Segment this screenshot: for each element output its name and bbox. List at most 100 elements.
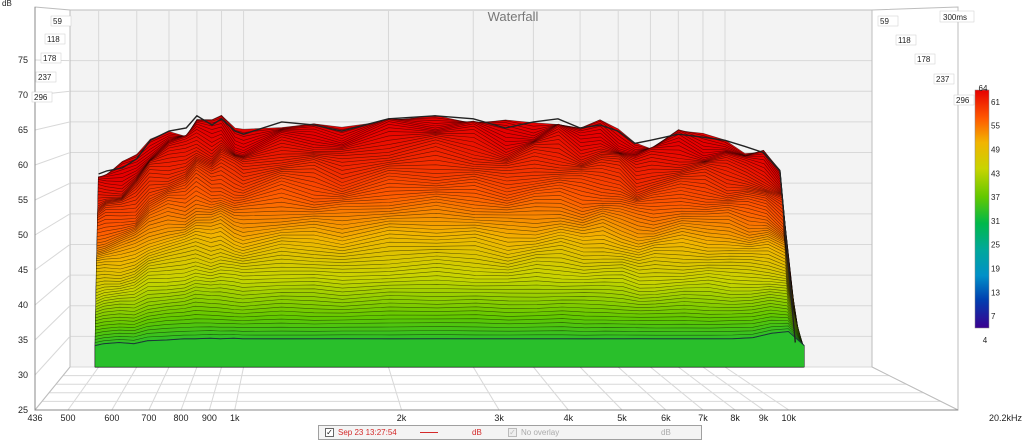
front-slice-line [94, 330, 805, 347]
floor-gridline [208, 366, 223, 411]
x-tick-label: 7k [698, 413, 708, 423]
measurement-checkbox[interactable]: ✓ [325, 427, 334, 437]
floor-gridline [67, 366, 100, 411]
colorbar-tick-label: 4 [983, 336, 988, 345]
colorbar-gradient [974, 89, 990, 329]
time-label-right: 296 [956, 96, 970, 105]
side-gridline [34, 274, 71, 306]
x-tick-label: 6k [661, 413, 671, 423]
y-tick-label: 50 [18, 230, 28, 240]
time-label-left: 59 [53, 17, 62, 26]
colorbar-tick-label: 64 [979, 84, 988, 93]
colorbar-tick-label: 43 [991, 169, 1000, 178]
floor-gridline [724, 366, 790, 411]
measurement-units: dB [472, 428, 482, 437]
time-label-box [40, 52, 62, 64]
side-gridline [34, 305, 71, 341]
side-gridline [34, 121, 71, 131]
time-label-box [877, 15, 899, 27]
x-tick-label: 5k [617, 413, 627, 423]
x-tick-label: 600 [104, 413, 119, 423]
side-gridline [34, 182, 71, 201]
x-tick-label: 8k [730, 413, 740, 423]
y-tick-label: 70 [18, 90, 28, 100]
time-label-box [953, 94, 975, 106]
time-max-label: 300ms [943, 13, 967, 22]
time-label-box [50, 15, 72, 27]
chart-labels: Waterfall dB 25 30 35 40 45 50 55 60 65 70 75 436 500 6… [2, 0, 1022, 423]
floor-gridline [533, 366, 569, 411]
overlay-checkbox[interactable]: ✓ [508, 427, 517, 437]
time-label-left: 118 [47, 35, 60, 44]
time-label-right: 178 [917, 55, 931, 64]
y-axis-label: dB [2, 0, 12, 8]
x-tick-label: 900 [202, 413, 217, 423]
y-tick-label: 55 [18, 195, 28, 205]
time-label-left: 237 [38, 73, 52, 82]
side-gridline [34, 336, 71, 376]
y-tick-label: 40 [18, 300, 28, 310]
back-slice-line [98, 114, 796, 343]
waterfall-surface [94, 114, 805, 368]
y-tick-label: 25 [18, 405, 28, 415]
colorbar-tick-label: 7 [991, 312, 996, 321]
y-tick-label: 65 [18, 125, 28, 135]
overlay-label: No overlay [521, 428, 560, 437]
y-tick-label: 75 [18, 55, 28, 65]
floor-gridline [472, 366, 500, 411]
floor-gridline [111, 366, 138, 411]
x-tick-label: 4k [564, 413, 574, 423]
time-max-box [939, 10, 975, 23]
y-tick-label: 45 [18, 265, 28, 275]
left-wall [34, 6, 71, 412]
floor-gridline [617, 366, 667, 411]
floor-gridline [678, 366, 736, 411]
time-label-box [895, 34, 917, 46]
legend-bar: ✓ Sep 23 13:27:54 dB ✓ No overlay dB [318, 425, 702, 440]
x-tick-label: 9k [759, 413, 769, 423]
x-tick-label: 800 [174, 413, 189, 423]
overlay-units: dB [661, 428, 671, 437]
x-tick-label: 20.2kHz [989, 413, 1023, 423]
side-gridline [34, 152, 71, 166]
y-tick-label: 60 [18, 160, 28, 170]
time-label-left: 296 [34, 93, 48, 102]
colorbar-tick-label: 55 [991, 122, 1000, 131]
colorbar-tick-label: 25 [991, 241, 1000, 250]
colorbar-tick-label: 61 [991, 98, 1000, 107]
floor-gridline [388, 366, 403, 411]
x-tick-label: 436 [27, 413, 42, 423]
floor-gridline [650, 366, 704, 411]
floor-gridline [180, 366, 198, 411]
floor-gridline [234, 366, 245, 411]
colorbar-tick-label: 37 [991, 193, 1000, 202]
time-label-right: 59 [880, 17, 889, 26]
colorbar-tick-label: 31 [991, 217, 1000, 226]
x-tick-label: 700 [141, 413, 156, 423]
y-tick-label: 35 [18, 335, 28, 345]
floor-gridline [702, 366, 764, 411]
floor-gridline [579, 366, 623, 411]
time-label-box [933, 73, 955, 85]
time-label-box [44, 33, 66, 45]
colorbar-tick-label: 13 [991, 288, 1000, 297]
x-tick-label: 10k [782, 413, 797, 423]
colorbar-tick-label: 19 [991, 265, 1000, 274]
x-tick-label: 3k [494, 413, 504, 423]
floor-gridline [148, 366, 170, 411]
x-tick-label: 500 [60, 413, 75, 423]
side-gridline [34, 244, 71, 271]
time-label-box [31, 91, 53, 103]
x-tick-label: 2k [397, 413, 407, 423]
measurement-line-swatch [420, 432, 438, 433]
time-label-left: 178 [43, 54, 57, 63]
colorbar-tick-label: 49 [991, 146, 1000, 155]
side-gridline [34, 213, 71, 236]
y-tick-label: 30 [18, 370, 28, 380]
time-label-box [914, 53, 936, 65]
right-wall [871, 6, 959, 411]
time-label-box [35, 71, 57, 83]
measurement-label: Sep 23 13:27:54 [338, 428, 397, 437]
